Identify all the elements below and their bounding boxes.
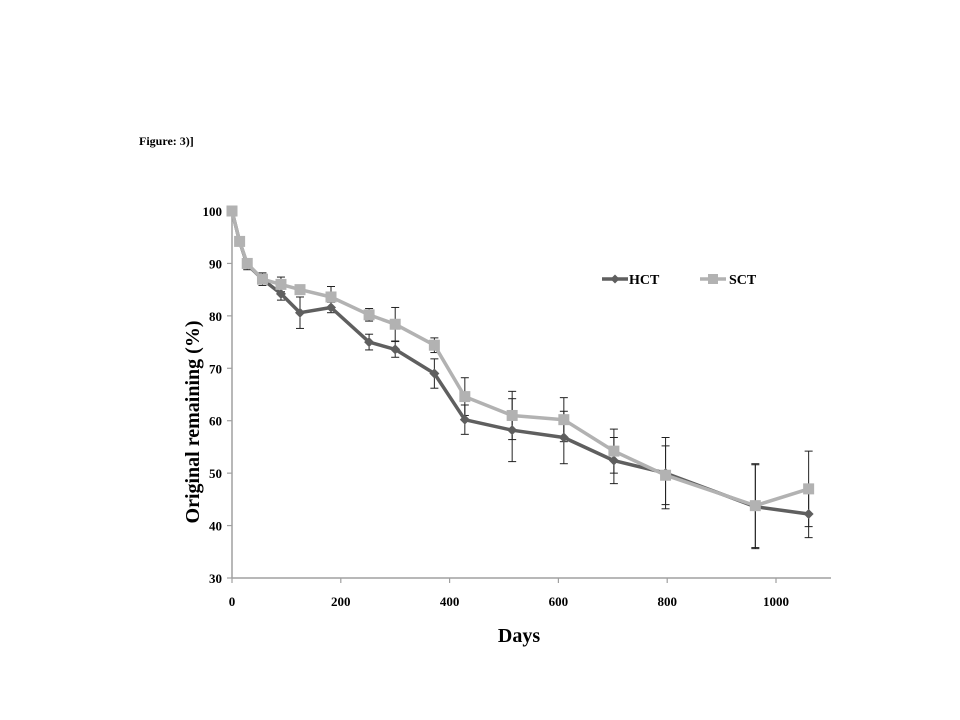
legend: HCT SCT [602, 273, 757, 288]
point-sct [608, 445, 620, 457]
legend-marker-sct [708, 274, 718, 284]
y-tick-label: 50 [209, 466, 222, 481]
x-tick-label: 600 [549, 594, 569, 609]
x-tick-label: 0 [229, 594, 236, 609]
y-tick-label: 90 [209, 256, 222, 271]
series-markers [226, 205, 815, 520]
x-tick-label: 800 [657, 594, 677, 609]
legend-label-hct: HCT [629, 273, 660, 288]
point-hct [295, 307, 305, 318]
y-tick-label: 30 [209, 571, 222, 586]
point-sct [459, 391, 471, 403]
x-axis-title: Days [498, 625, 540, 647]
point-hct [507, 425, 518, 436]
y-tick-label: 60 [209, 414, 222, 429]
legend-marker-hct [610, 274, 620, 284]
y-tick-label: 80 [209, 309, 222, 324]
point-sct [226, 205, 238, 217]
figure-label: Figure: 3)] [139, 134, 194, 148]
point-hct [803, 509, 814, 520]
series-line-hct [230, 210, 809, 516]
point-sct [234, 235, 246, 247]
point-hct [364, 337, 375, 348]
point-hct [459, 414, 470, 425]
point-sct [803, 483, 815, 495]
y-tick-label: 100 [203, 204, 223, 219]
point-sct [363, 309, 375, 321]
point-sct [749, 500, 761, 512]
series-line-sct [230, 210, 810, 508]
legend-label-sct: SCT [729, 273, 757, 288]
y-axis-title: Original remaining (%) [182, 321, 204, 524]
point-sct [275, 278, 287, 290]
y-tick-label: 70 [209, 361, 222, 376]
error-bars [235, 236, 813, 550]
point-hct [558, 432, 569, 443]
point-hct [390, 344, 401, 355]
point-hct [326, 302, 337, 313]
point-sct [558, 414, 570, 426]
point-sct [389, 318, 401, 330]
series-lines [230, 210, 810, 516]
point-sct [428, 339, 440, 351]
point-sct [241, 257, 253, 269]
point-sct [506, 409, 518, 421]
point-hct [608, 455, 619, 466]
x-tick-label: 1000 [763, 594, 789, 609]
axes [227, 210, 831, 583]
x-tick-label: 400 [440, 594, 460, 609]
point-hct [275, 288, 286, 299]
point-hct [429, 368, 440, 379]
y-tick-label: 40 [209, 519, 222, 534]
x-tick-label: 200 [331, 594, 351, 609]
point-sct [256, 273, 268, 285]
point-sct [325, 291, 337, 303]
tick-labels: 0 200 400 600 800 1000 30 40 50 60 70 80 90 100 [203, 204, 790, 609]
point-sct [294, 284, 306, 296]
point-sct [660, 469, 672, 481]
